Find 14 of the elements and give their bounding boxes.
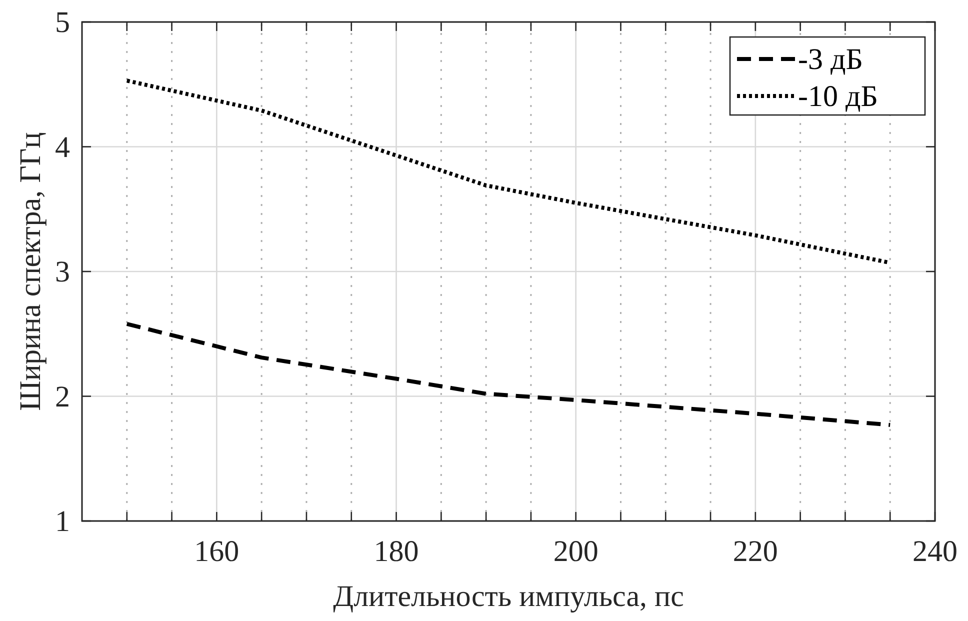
y-tick-label: 3 <box>55 256 70 288</box>
y-tick-label: 1 <box>55 505 70 538</box>
y-tick-label: 4 <box>55 130 70 164</box>
x-tick-label: 240 <box>912 535 958 568</box>
y-tick-label: 2 <box>55 380 70 414</box>
y-axis-title: Ширина спектра, ГГц <box>14 132 47 411</box>
x-axis-title: Длительность импульса, пс <box>333 580 684 613</box>
x-tick-label: 160 <box>194 535 240 568</box>
x-tick-label: 200 <box>553 535 598 568</box>
y-tick-label: 5 <box>55 6 70 39</box>
legend-label: -3 дБ <box>798 43 863 76</box>
x-tick-label: 220 <box>732 535 778 568</box>
x-tick-label: 180 <box>374 535 419 568</box>
legend-label: -10 дБ <box>798 80 878 113</box>
